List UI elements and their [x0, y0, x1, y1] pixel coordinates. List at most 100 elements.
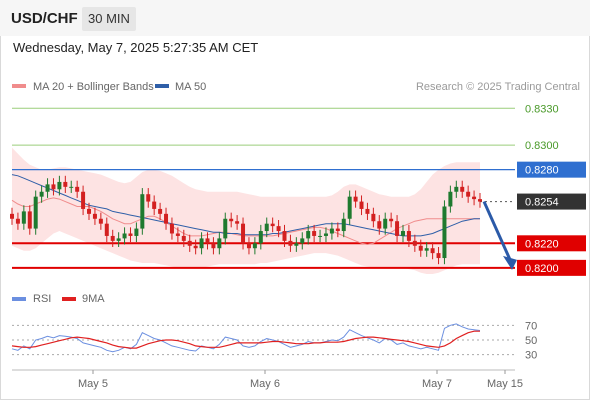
- ma50-legend-label: MA 50: [175, 81, 206, 93]
- candle-body: [205, 238, 210, 244]
- candle-body: [187, 240, 192, 246]
- candle-body: [116, 238, 121, 241]
- candle-body: [98, 218, 103, 224]
- candle-body: [181, 235, 186, 241]
- candle-body: [63, 181, 68, 187]
- candle-body: [104, 223, 109, 236]
- ma20-legend-swatch: [12, 84, 26, 88]
- projection-arrow-shaft: [482, 200, 513, 263]
- rsi-ma9-line: [11, 330, 480, 349]
- candle-body: [418, 245, 423, 251]
- candle-body: [252, 243, 257, 249]
- candle-body: [323, 233, 328, 236]
- rsi-legend-swatch: [12, 297, 26, 301]
- candle-body: [45, 184, 50, 192]
- level-box-0.8220: [517, 235, 586, 252]
- candle-body: [21, 211, 26, 224]
- candle-body: [164, 213, 169, 224]
- timestamp: Wednesday, May 7, 2025 5:27:35 AM CET: [13, 40, 259, 55]
- candle-body: [51, 184, 56, 190]
- level-label-0.8300: 0.8300: [525, 140, 559, 152]
- candle-body: [217, 238, 222, 249]
- candle-body: [347, 196, 352, 219]
- candle-body: [448, 191, 453, 207]
- candle-body: [152, 201, 157, 209]
- candle-body: [406, 231, 411, 241]
- candle-body: [175, 233, 180, 236]
- time-tick-label: May 6: [250, 378, 280, 390]
- candle-body: [478, 199, 482, 202]
- candle-body: [377, 221, 382, 229]
- projection-arrow-head: [503, 255, 517, 270]
- candle-body: [92, 213, 97, 219]
- candle-body: [460, 186, 465, 192]
- candle-body: [270, 223, 275, 227]
- candle-body: [335, 228, 340, 232]
- ma50-legend-swatch: [155, 84, 169, 88]
- candle-body: [81, 191, 86, 209]
- ma9-legend-swatch: [62, 297, 76, 301]
- level-label-0.8220: 0.8220: [525, 238, 559, 250]
- candle-body: [235, 221, 240, 224]
- candle-body: [146, 194, 151, 202]
- candle-body: [472, 196, 477, 200]
- candle-body: [87, 208, 92, 214]
- rsi-legend-label: RSI: [33, 293, 51, 305]
- copyright-text: Research © 2025 Trading Central: [416, 81, 580, 93]
- symbol-label: USD/CHF: [11, 10, 78, 27]
- chart-header: USD/CHF 30 MIN: [0, 0, 590, 36]
- candle-body: [158, 208, 163, 214]
- candle-body: [395, 221, 400, 236]
- rsi-tick-30: 30: [525, 350, 537, 362]
- level-label-0.8330: 0.8330: [525, 103, 559, 115]
- candles-layer: [10, 175, 517, 270]
- candle-body: [306, 231, 311, 239]
- candle-body: [294, 243, 299, 246]
- candle-body: [371, 213, 376, 222]
- candle-body: [258, 231, 263, 244]
- time-tick-label: May 5: [78, 378, 108, 390]
- candle-body: [466, 191, 471, 197]
- candle-body: [33, 196, 38, 229]
- candle-body: [15, 218, 20, 224]
- time-tick-label: May 7: [422, 378, 452, 390]
- candle-body: [39, 191, 44, 197]
- rsi-tick-50: 50: [525, 335, 537, 347]
- candle-body: [241, 223, 246, 244]
- candle-body: [69, 186, 74, 188]
- candle-body: [246, 243, 251, 249]
- candle-body: [140, 194, 145, 229]
- candle-body: [122, 233, 127, 239]
- candle-body: [329, 228, 334, 234]
- candle-body: [75, 186, 80, 192]
- level-lines-layer: [12, 107, 515, 269]
- level-label-0.8280: 0.8280: [525, 165, 559, 177]
- candle-body: [312, 231, 317, 236]
- candle-body: [400, 231, 405, 236]
- candle-body: [365, 208, 370, 214]
- price-labels-layer: 0.8330 0.8300 0.8280 0.8254 0.8220 0.8200: [517, 103, 586, 276]
- candle-body: [27, 211, 32, 229]
- candle-body: [229, 218, 234, 222]
- time-tick-label: May 15: [487, 378, 523, 390]
- candle-body: [282, 231, 287, 241]
- level-label-0.8200: 0.8200: [525, 263, 559, 275]
- candle-body: [193, 245, 198, 249]
- level-box-0.8254: [517, 193, 586, 210]
- candle-body: [211, 243, 216, 249]
- candle-body: [383, 218, 388, 229]
- level-box-0.8200: [517, 259, 586, 276]
- candle-body: [300, 238, 305, 244]
- bollinger-band-layer: [12, 147, 480, 274]
- rsi-panel: 70 50 30: [11, 320, 537, 362]
- candle-body: [430, 248, 435, 254]
- candle-body: [442, 206, 447, 259]
- candle-body: [199, 238, 204, 249]
- timeframe-badge[interactable]: 30 MIN: [82, 7, 136, 31]
- candle-body: [169, 223, 174, 234]
- candle-body: [318, 235, 323, 237]
- candle-body: [436, 253, 441, 259]
- candle-body: [389, 218, 394, 222]
- candle-body: [10, 213, 14, 219]
